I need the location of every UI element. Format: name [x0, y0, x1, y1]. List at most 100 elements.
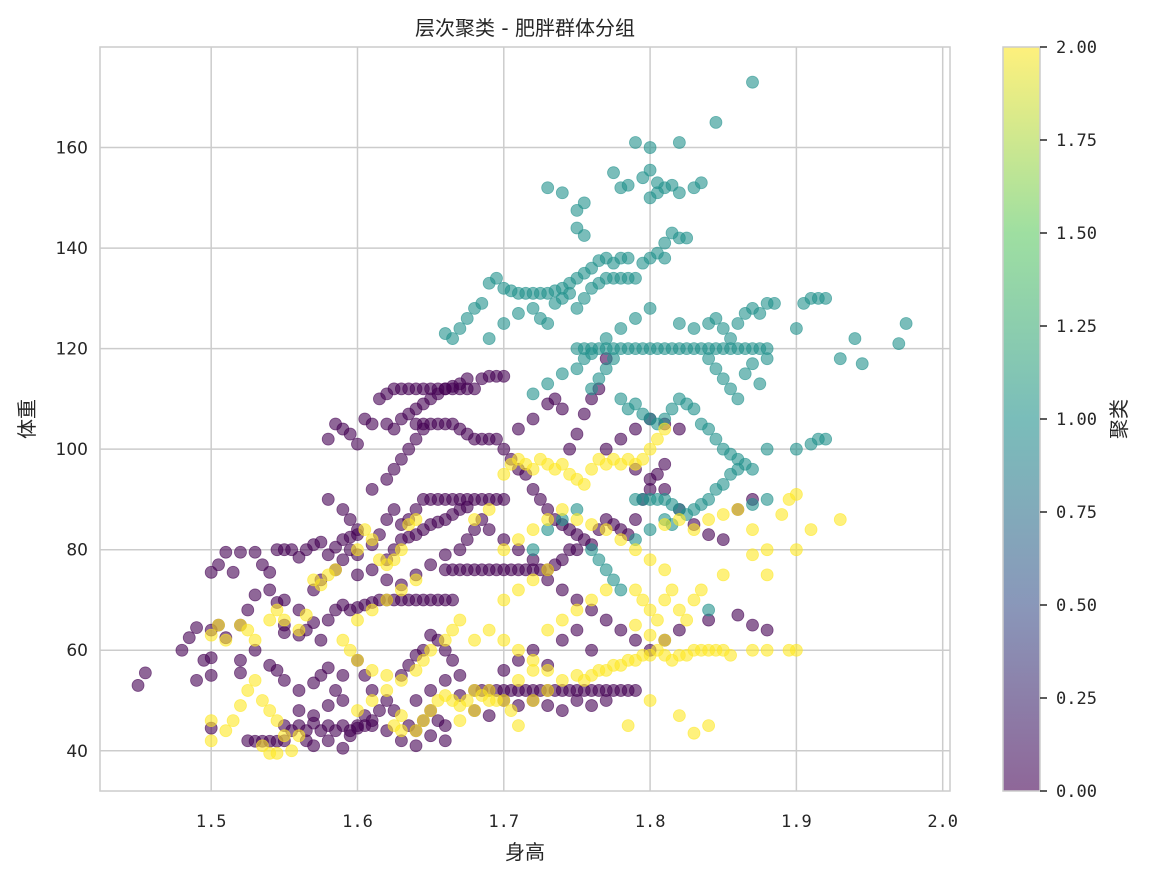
data-point-cluster-0: [629, 422, 642, 436]
data-point-cluster-2: [380, 593, 394, 607]
data-point-cluster-2: [526, 573, 540, 587]
data-point-cluster-0: [307, 709, 320, 722]
data-point-cluster-1: [760, 352, 774, 366]
data-point-cluster-2: [497, 543, 511, 557]
data-point-cluster-1: [643, 251, 657, 265]
data-point-cluster-1: [541, 317, 555, 330]
data-point-cluster-1: [599, 332, 613, 345]
data-point-cluster-0: [438, 719, 452, 733]
data-point-cluster-1: [753, 307, 767, 320]
data-point-cluster-0: [277, 626, 291, 640]
data-point-cluster-1: [607, 166, 620, 180]
data-point-cluster-2: [424, 643, 438, 657]
data-point-cluster-2: [694, 583, 708, 597]
data-point-cluster-2: [658, 518, 672, 531]
data-point-cluster-0: [270, 663, 284, 677]
data-point-cluster-2: [460, 694, 474, 707]
data-point-cluster-0: [277, 593, 291, 607]
data-point-cluster-0: [570, 623, 584, 637]
data-point-cluster-0: [204, 668, 218, 682]
data-point-cluster-1: [497, 281, 511, 295]
data-point-cluster-2: [804, 523, 818, 536]
data-point-cluster-2: [643, 553, 657, 567]
plot-frame: [99, 46, 951, 792]
data-point-cluster-1: [892, 337, 906, 350]
data-point-cluster-0: [226, 565, 240, 579]
data-point-cluster-2: [365, 533, 379, 547]
x-axis-label: 身高: [505, 840, 545, 864]
data-point-cluster-0: [248, 588, 262, 602]
data-point-cluster-0: [497, 663, 511, 677]
data-point-cluster-0: [672, 422, 686, 436]
data-point-cluster-0: [424, 684, 438, 697]
data-point-cluster-2: [526, 694, 540, 707]
data-point-cluster-2: [343, 643, 357, 657]
data-point-cluster-2: [746, 523, 759, 536]
data-point-cluster-2: [248, 674, 262, 687]
data-point-cluster-1: [746, 498, 759, 511]
data-point-cluster-0: [263, 583, 277, 597]
data-point-cluster-1: [855, 357, 869, 371]
data-point-cluster-2: [248, 633, 262, 647]
data-point-cluster-2: [394, 724, 408, 738]
data-point-cluster-2: [468, 704, 481, 717]
y-tick-label: 120: [56, 340, 88, 360]
chart-title: 层次聚类 - 肥胖群体分组: [415, 16, 635, 40]
data-point-cluster-2: [621, 719, 635, 733]
data-point-cluster-0: [629, 633, 642, 647]
data-point-cluster-0: [292, 704, 306, 717]
data-point-cluster-2: [687, 523, 701, 536]
data-point-cluster-2: [614, 533, 628, 547]
x-tick-label: 1.6: [342, 812, 373, 832]
data-point-cluster-0: [570, 427, 584, 441]
data-point-cluster-1: [746, 357, 759, 371]
data-point-cluster-0: [277, 674, 291, 687]
data-point-cluster-0: [409, 432, 423, 446]
data-point-cluster-0: [716, 533, 730, 547]
data-point-cluster-2: [687, 593, 701, 607]
data-point-cluster-2: [651, 432, 664, 446]
colorbar-gradient: [1002, 46, 1041, 792]
data-point-cluster-2: [629, 583, 642, 597]
data-point-cluster-1: [629, 136, 642, 149]
data-point-cluster-0: [599, 442, 613, 456]
data-point-cluster-1: [541, 181, 555, 195]
data-point-cluster-0: [424, 558, 438, 572]
data-point-cluster-1: [577, 196, 591, 210]
data-point-cluster-2: [643, 694, 657, 707]
data-point-cluster-0: [599, 694, 613, 707]
data-point-cluster-2: [365, 694, 379, 707]
data-point-cluster-0: [182, 631, 196, 645]
data-point-cluster-2: [636, 452, 650, 466]
data-point-cluster-2: [658, 563, 672, 577]
data-point-cluster-2: [482, 623, 496, 637]
data-point-cluster-0: [702, 528, 716, 542]
data-point-cluster-2: [365, 663, 379, 677]
data-point-cluster-0: [409, 739, 423, 753]
data-point-cluster-1: [716, 322, 730, 335]
data-point-cluster-1: [789, 442, 803, 456]
data-point-cluster-1: [760, 493, 774, 506]
data-point-cluster-2: [358, 523, 372, 536]
data-point-cluster-1: [651, 186, 664, 200]
x-tick-label: 2.0: [927, 812, 958, 832]
data-point-cluster-2: [636, 593, 650, 607]
data-point-cluster-2: [658, 633, 672, 647]
data-point-cluster-1: [497, 317, 511, 330]
data-point-cluster-0: [453, 668, 467, 682]
y-tick-label: 40: [66, 742, 88, 762]
data-point-cluster-2: [702, 719, 716, 733]
data-point-cluster-1: [585, 543, 598, 557]
data-point-cluster-0: [248, 545, 262, 559]
data-point-cluster-0: [541, 699, 555, 712]
data-point-cluster-0: [482, 523, 496, 536]
data-point-cluster-2: [380, 668, 394, 682]
data-point-cluster-2: [292, 623, 306, 637]
data-point-cluster-1: [599, 362, 613, 376]
data-point-cluster-0: [599, 613, 613, 627]
data-point-cluster-1: [658, 251, 672, 265]
data-point-cluster-1: [482, 276, 496, 290]
data-point-cluster-1: [731, 317, 745, 330]
data-point-cluster-2: [394, 543, 408, 557]
data-point-cluster-1: [716, 372, 730, 386]
